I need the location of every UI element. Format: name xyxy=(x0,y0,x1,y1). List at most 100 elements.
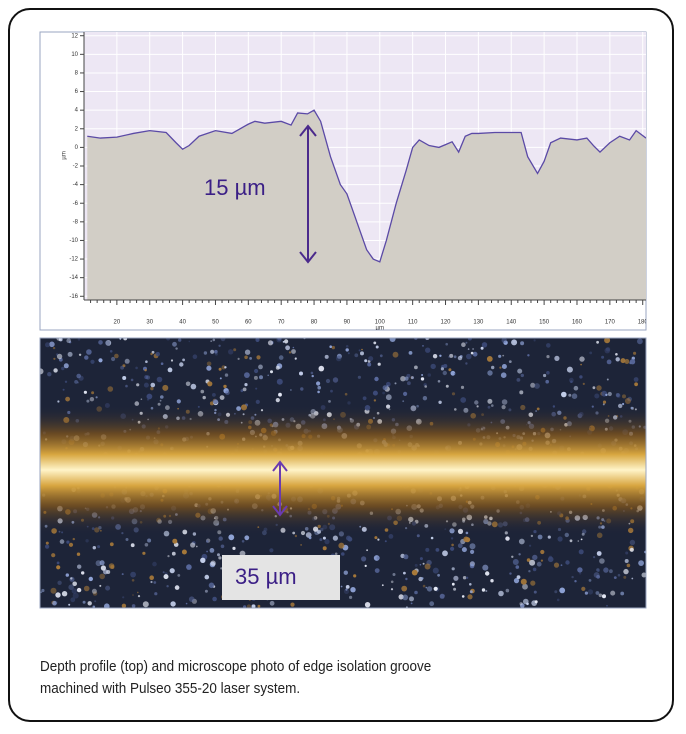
speckle-dot xyxy=(451,543,454,547)
speckle-dot xyxy=(157,402,161,406)
speckle-dot xyxy=(629,361,632,365)
speckle-dot xyxy=(290,602,295,607)
speckle-dot xyxy=(454,372,456,375)
speckle-dot xyxy=(206,540,209,543)
speckle-dot xyxy=(437,380,441,383)
speckle-dot xyxy=(146,393,153,400)
speckle-dot xyxy=(404,376,409,381)
x-tick-label: 160 xyxy=(572,320,583,326)
speckle-dot xyxy=(592,386,596,390)
figure: 20 30 40 50 60 70 80 90 100 110 120 130 140 150 160 170… xyxy=(39,31,647,609)
speckle-dot xyxy=(275,365,280,370)
speckle-dot xyxy=(153,581,157,584)
speckle-dot xyxy=(299,371,303,376)
speckle-dot xyxy=(160,395,164,399)
speckle-dot xyxy=(343,588,350,595)
speckle-dot xyxy=(374,568,380,573)
speckle-dot xyxy=(124,358,130,364)
x-tick-label: 30 xyxy=(146,320,153,326)
speckle-dot xyxy=(426,586,433,592)
y-tick-label: 0 xyxy=(75,145,79,151)
speckle-dot xyxy=(45,544,50,549)
speckle-dot xyxy=(169,568,175,574)
speckle-dot xyxy=(56,565,61,570)
speckle-dot xyxy=(160,362,164,366)
speckle-dot xyxy=(225,390,230,396)
speckle-dot xyxy=(594,393,600,399)
x-tick-label: 140 xyxy=(506,320,517,326)
speckle-dot xyxy=(503,340,508,345)
speckle-dot xyxy=(218,344,221,347)
speckle-dot xyxy=(86,349,92,355)
speckle-dot xyxy=(292,346,295,349)
speckle-dot xyxy=(328,400,331,403)
speckle-dot xyxy=(151,350,155,354)
speckle-dot xyxy=(209,401,214,406)
speckle-dot xyxy=(420,377,425,381)
speckle-dot xyxy=(67,351,73,357)
speckle-dot xyxy=(450,546,455,551)
speckle-dot xyxy=(244,355,248,360)
speckle-dot xyxy=(65,573,70,577)
speckle-dot xyxy=(137,595,141,598)
speckle-dot xyxy=(259,375,263,380)
speckle-dot xyxy=(520,578,527,585)
speckle-dot xyxy=(375,345,379,349)
speckle-dot xyxy=(85,539,89,543)
speckle-dot xyxy=(341,552,345,556)
depth-label: 15 µm xyxy=(204,175,266,200)
speckle-dot xyxy=(557,536,563,542)
speckle-dot xyxy=(481,342,488,348)
speckle-dot xyxy=(103,569,108,575)
speckle-dot xyxy=(345,345,349,348)
speckle-dot xyxy=(76,552,81,556)
speckle-dot xyxy=(130,543,135,548)
x-tick-label: 20 xyxy=(114,320,121,326)
speckle-dot xyxy=(131,579,135,582)
speckle-dot xyxy=(300,544,302,546)
speckle-dot xyxy=(140,398,143,401)
speckle-dot xyxy=(414,590,418,595)
speckle-dot xyxy=(450,370,456,376)
speckle-dot xyxy=(345,585,350,589)
speckle-dot xyxy=(269,548,274,553)
speckle-dot xyxy=(526,558,531,562)
speckle-dot xyxy=(522,583,528,590)
speckle-dot xyxy=(433,586,438,591)
speckle-dot xyxy=(76,587,82,593)
speckle-dot xyxy=(540,549,545,555)
speckle-dot xyxy=(224,366,227,369)
speckle-dot xyxy=(422,396,428,401)
speckle-dot xyxy=(536,561,542,567)
speckle-dot xyxy=(410,602,413,605)
speckle-dot xyxy=(419,557,423,561)
speckle-dot xyxy=(374,376,379,382)
speckle-dot xyxy=(59,539,65,544)
speckle-dot xyxy=(626,563,631,568)
speckle-dot xyxy=(543,373,547,378)
speckle-dot xyxy=(469,583,472,586)
area-fill xyxy=(87,110,646,301)
speckle-dot xyxy=(251,604,256,608)
speckle-dot xyxy=(385,394,392,401)
speckle-dot xyxy=(465,576,469,579)
speckle-dot xyxy=(95,396,98,399)
speckle-dot xyxy=(373,399,377,402)
speckle-dot xyxy=(602,594,606,599)
speckle-dot xyxy=(422,345,424,347)
speckle-dot xyxy=(68,542,74,547)
speckle-dot xyxy=(581,586,586,592)
speckle-dot xyxy=(64,380,68,383)
speckle-dot xyxy=(212,393,216,397)
speckle-dot xyxy=(360,351,364,356)
speckle-dot xyxy=(430,363,436,370)
speckle-dot xyxy=(98,340,103,345)
speckle-dot xyxy=(512,559,519,565)
speckle-dot xyxy=(373,555,380,561)
speckle-dot xyxy=(109,350,113,353)
speckle-dot xyxy=(255,387,258,390)
speckle-dot xyxy=(593,556,596,559)
caption-line: Depth profile (top) and microscope photo… xyxy=(40,659,432,675)
speckle-dot xyxy=(527,354,530,357)
speckle-dot xyxy=(530,534,534,538)
